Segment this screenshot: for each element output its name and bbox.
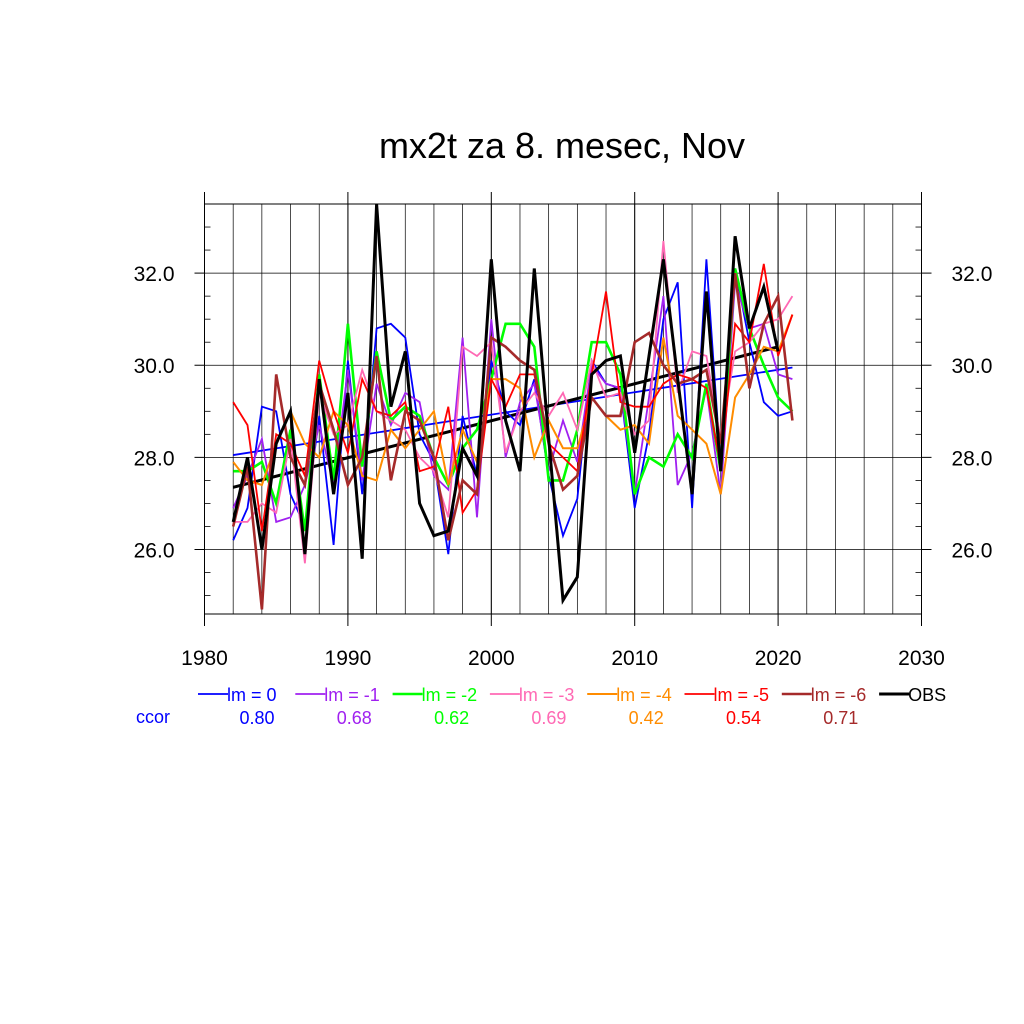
- x-tick-label: 2000: [468, 647, 515, 670]
- y-tick-label-right: 28.0: [952, 447, 993, 470]
- x-tick-label: 2020: [755, 647, 802, 670]
- chart-title: mx2t za 8. mesec, Nov: [379, 125, 745, 166]
- legend-ccor-value: 0.80: [239, 708, 274, 728]
- y-tick-label-right: 30.0: [952, 355, 993, 378]
- legend-label: lm = 0: [227, 685, 277, 705]
- legend-label: lm = -5: [714, 685, 770, 705]
- axis-tick-labels: 1980 1990 2000 2010 2020 2030 26.0 26.0 28.0 28.0…: [134, 263, 993, 670]
- legend-ccor-value: 0.54: [726, 708, 761, 728]
- legend-label: lm = -4: [616, 685, 672, 705]
- legend-ccor-value: 0.69: [531, 708, 566, 728]
- y-tick-label-left: 26.0: [134, 540, 175, 563]
- legend-label: lm = -6: [811, 685, 867, 705]
- ccor-label: ccor: [136, 707, 170, 727]
- x-tick-label: 2010: [611, 647, 658, 670]
- series-line: [233, 240, 794, 564]
- series-lines: [231, 203, 794, 610]
- y-tick-label-left: 30.0: [134, 355, 175, 378]
- legend-label: lm = -3: [519, 685, 575, 705]
- axis-ticks: [194, 192, 932, 626]
- legend-ccor-value: 0.68: [337, 708, 372, 728]
- y-tick-label-right: 32.0: [952, 263, 993, 286]
- legend-ccor-value: 0.42: [629, 708, 664, 728]
- legend-ccor-value: 0.71: [823, 708, 858, 728]
- y-tick-label-left: 32.0: [134, 263, 175, 286]
- plot-frame: [204, 203, 922, 615]
- y-tick-label-right: 26.0: [952, 540, 993, 563]
- x-tick-label: 2030: [898, 647, 945, 670]
- legend-label: lm = -2: [422, 685, 478, 705]
- grid-lines: [204, 204, 922, 614]
- legend-label: lm = -1: [324, 685, 380, 705]
- x-tick-label: 1980: [181, 647, 228, 670]
- y-tick-label-left: 28.0: [134, 447, 175, 470]
- legend-label: OBS: [908, 685, 946, 705]
- legend-ccor-value: 0.62: [434, 708, 469, 728]
- x-tick-label: 1990: [325, 647, 372, 670]
- legend: ccor lm = 0 0.80 lm = -1 0.68 lm = -2 0.62 lm =…: [136, 685, 946, 728]
